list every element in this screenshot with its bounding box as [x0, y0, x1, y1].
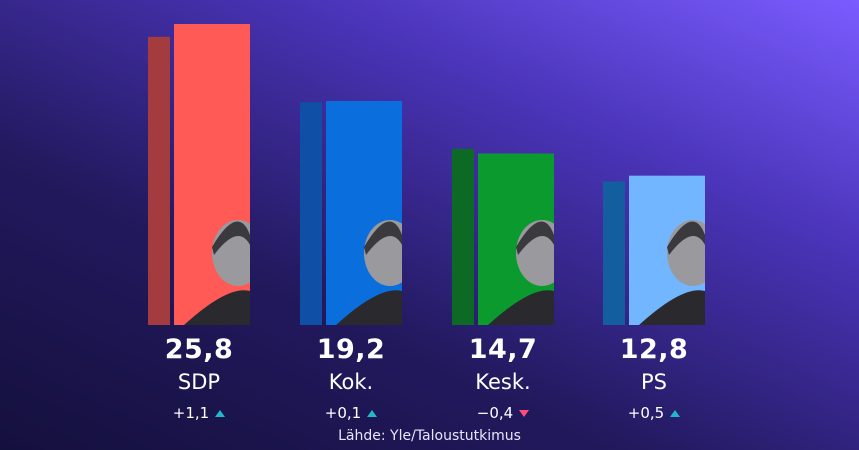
- triangle-down-icon: [519, 409, 530, 417]
- bar-previous-kok: [300, 102, 322, 326]
- change-label: −0,4: [476, 404, 514, 422]
- category-label: SDP: [177, 370, 221, 394]
- category-label: Kok.: [328, 370, 374, 394]
- change-row: +1,1: [119, 402, 279, 424]
- leader-portrait: [184, 220, 250, 325]
- triangle-up-icon: [215, 409, 226, 417]
- category-label: PS: [641, 370, 667, 394]
- value-label: 25,8: [164, 334, 234, 365]
- category-label: Kesk.: [475, 370, 531, 394]
- triangle-up-icon: [670, 409, 681, 417]
- bar-label-group: 25,8 SDP +1,1: [119, 334, 279, 424]
- value-label: 19,2: [316, 334, 386, 365]
- source-note: Lähde: Yle/Taloustutkimus: [338, 428, 521, 444]
- bar-current-kok: [326, 101, 402, 325]
- change-row: −0,4: [423, 402, 583, 424]
- bar-previous-sdp: [148, 36, 170, 325]
- leader-portrait: [336, 220, 402, 325]
- leader-portrait: [488, 220, 554, 325]
- change-label: +0,5: [627, 404, 665, 422]
- change-row: +0,1: [271, 402, 431, 424]
- bar-label-group: 12,8 PS +0,5: [574, 334, 734, 424]
- bar-previous-kesk: [452, 148, 474, 325]
- change-label: +1,1: [172, 404, 210, 422]
- bar-label-group: 19,2 Kok. +0,1: [271, 334, 431, 424]
- value-label: 12,8: [619, 334, 689, 365]
- leader-portrait: [639, 220, 705, 325]
- value-label: 14,7: [468, 334, 538, 365]
- change-row: +0,5: [574, 402, 734, 424]
- triangle-up-icon: [367, 409, 378, 417]
- change-label: +0,1: [324, 404, 362, 422]
- bar-label-group: 14,7 Kesk. −0,4: [423, 334, 583, 424]
- bar-previous-ps: [603, 181, 625, 325]
